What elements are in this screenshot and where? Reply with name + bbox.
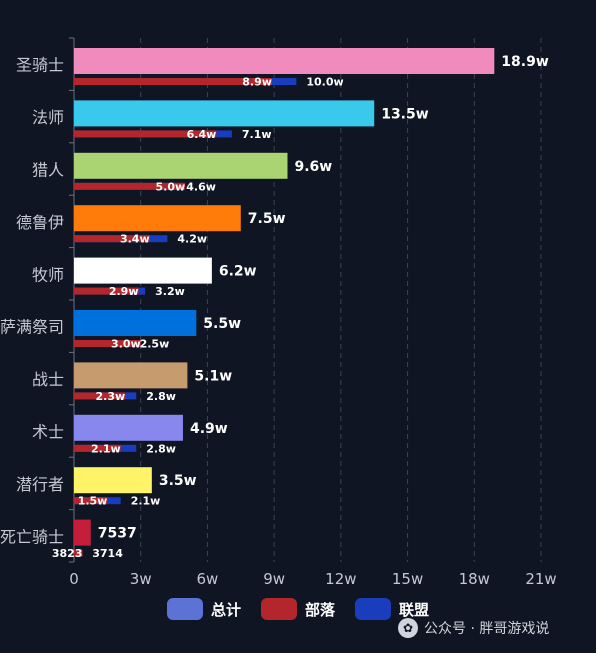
bar-total <box>74 467 152 494</box>
x-tick-label: 21w <box>525 570 556 588</box>
bar-total <box>74 100 375 127</box>
data-label-total: 13.5w <box>381 106 429 122</box>
bar-horde <box>74 78 272 85</box>
bar-total <box>74 48 495 74</box>
data-label-horde: 2.9w <box>109 285 139 298</box>
bar-horde <box>74 444 121 452</box>
legend-item-total[interactable]: 总计 <box>166 598 241 620</box>
data-label-horde: 3.0w <box>111 338 141 351</box>
x-tick-label: 12w <box>325 570 356 588</box>
legend: 总计 部落 联盟 <box>0 598 596 620</box>
y-tick-label: 法师 <box>32 108 64 127</box>
data-label-horde: 2.1w <box>91 442 121 455</box>
legend-label-total: 总计 <box>210 600 241 619</box>
bar-total <box>74 257 212 284</box>
bar-horde <box>74 235 150 243</box>
data-label-horde: 3.4w <box>120 233 150 246</box>
bar-total <box>74 205 241 232</box>
data-label-total: 4.9w <box>190 421 228 437</box>
data-label-alliance: 7.1w <box>242 128 272 141</box>
bar-horde <box>74 130 217 138</box>
bar-total <box>74 414 183 441</box>
legend-swatch-horde <box>260 598 297 620</box>
x-tick-label: 18w <box>459 570 490 588</box>
legend-item-alliance[interactable]: 联盟 <box>355 598 429 620</box>
data-label-horde: 6.4w <box>187 128 217 141</box>
legend-item-horde[interactable]: 部落 <box>260 598 335 620</box>
watermark: ✿ 公众号 · 胖哥游戏说 <box>398 618 549 638</box>
legend-label-alliance: 联盟 <box>399 600 430 619</box>
x-tick-label: 15w <box>392 570 423 588</box>
y-tick-label: 德鲁伊 <box>16 213 64 232</box>
data-label-alliance: 3714 <box>92 547 123 560</box>
watermark-text: 公众号 · 胖哥游戏说 <box>424 621 550 637</box>
data-label-total: 5.1w <box>194 368 232 384</box>
y-tick-label: 术士 <box>32 423 64 442</box>
bar-total <box>74 362 188 389</box>
bar-total <box>74 310 197 336</box>
data-label-total: 6.2w <box>219 264 257 280</box>
data-label-total: 3.5w <box>159 473 197 489</box>
x-tick-label: 9w <box>263 570 285 588</box>
bar-total <box>74 519 91 546</box>
bar-horde <box>74 497 108 505</box>
data-label-total: 9.6w <box>294 159 332 175</box>
wechat-icon: ✿ <box>398 618 418 638</box>
y-tick-label: 萨满祭司 <box>0 318 64 337</box>
x-tick-label: 6w <box>197 570 219 588</box>
legend-swatch-alliance <box>355 598 391 620</box>
y-tick-label: 圣骑士 <box>16 56 64 75</box>
bar-horde <box>74 392 126 400</box>
data-label-total: 5.5w <box>203 316 241 332</box>
y-tick-label: 战士 <box>32 370 64 389</box>
y-tick-label: 死亡骑士 <box>0 527 64 546</box>
y-tick-label: 猎人 <box>32 161 64 180</box>
bar-horde <box>74 340 141 347</box>
y-tick-label: 潜行者 <box>16 475 64 494</box>
data-label-alliance: 2.1w <box>131 495 161 508</box>
legend-swatch-total <box>166 598 203 620</box>
data-label-horde: 2.3w <box>95 390 125 403</box>
data-label-total: 18.9w <box>501 54 549 70</box>
data-label-horde: 1.5w <box>78 495 108 508</box>
x-tick-label: 0 <box>69 570 79 588</box>
data-label-alliance: 4.6w <box>186 180 216 193</box>
data-label-alliance: 2.8w <box>146 442 176 455</box>
data-label-horde: 5.0w <box>156 180 186 193</box>
data-label-alliance: 3.2w <box>155 285 185 298</box>
bar-horde <box>74 182 186 190</box>
bar-horde <box>74 549 83 557</box>
data-label-total: 7.5w <box>248 211 286 227</box>
data-label-total: 7537 <box>98 526 137 542</box>
data-label-alliance: 4.2w <box>177 233 207 246</box>
data-label-horde: 3823 <box>52 547 83 560</box>
bar-horde <box>74 287 139 295</box>
x-tick-label: 3w <box>130 570 152 588</box>
data-label-alliance: 10.0w <box>306 76 343 89</box>
data-label-alliance: 2.5w <box>140 338 170 351</box>
data-label-horde: 8.9w <box>242 76 272 89</box>
data-label-alliance: 2.8w <box>146 390 176 403</box>
legend-label-horde: 部落 <box>304 600 335 619</box>
y-tick-label: 牧师 <box>32 265 64 284</box>
bar-total <box>74 152 288 179</box>
